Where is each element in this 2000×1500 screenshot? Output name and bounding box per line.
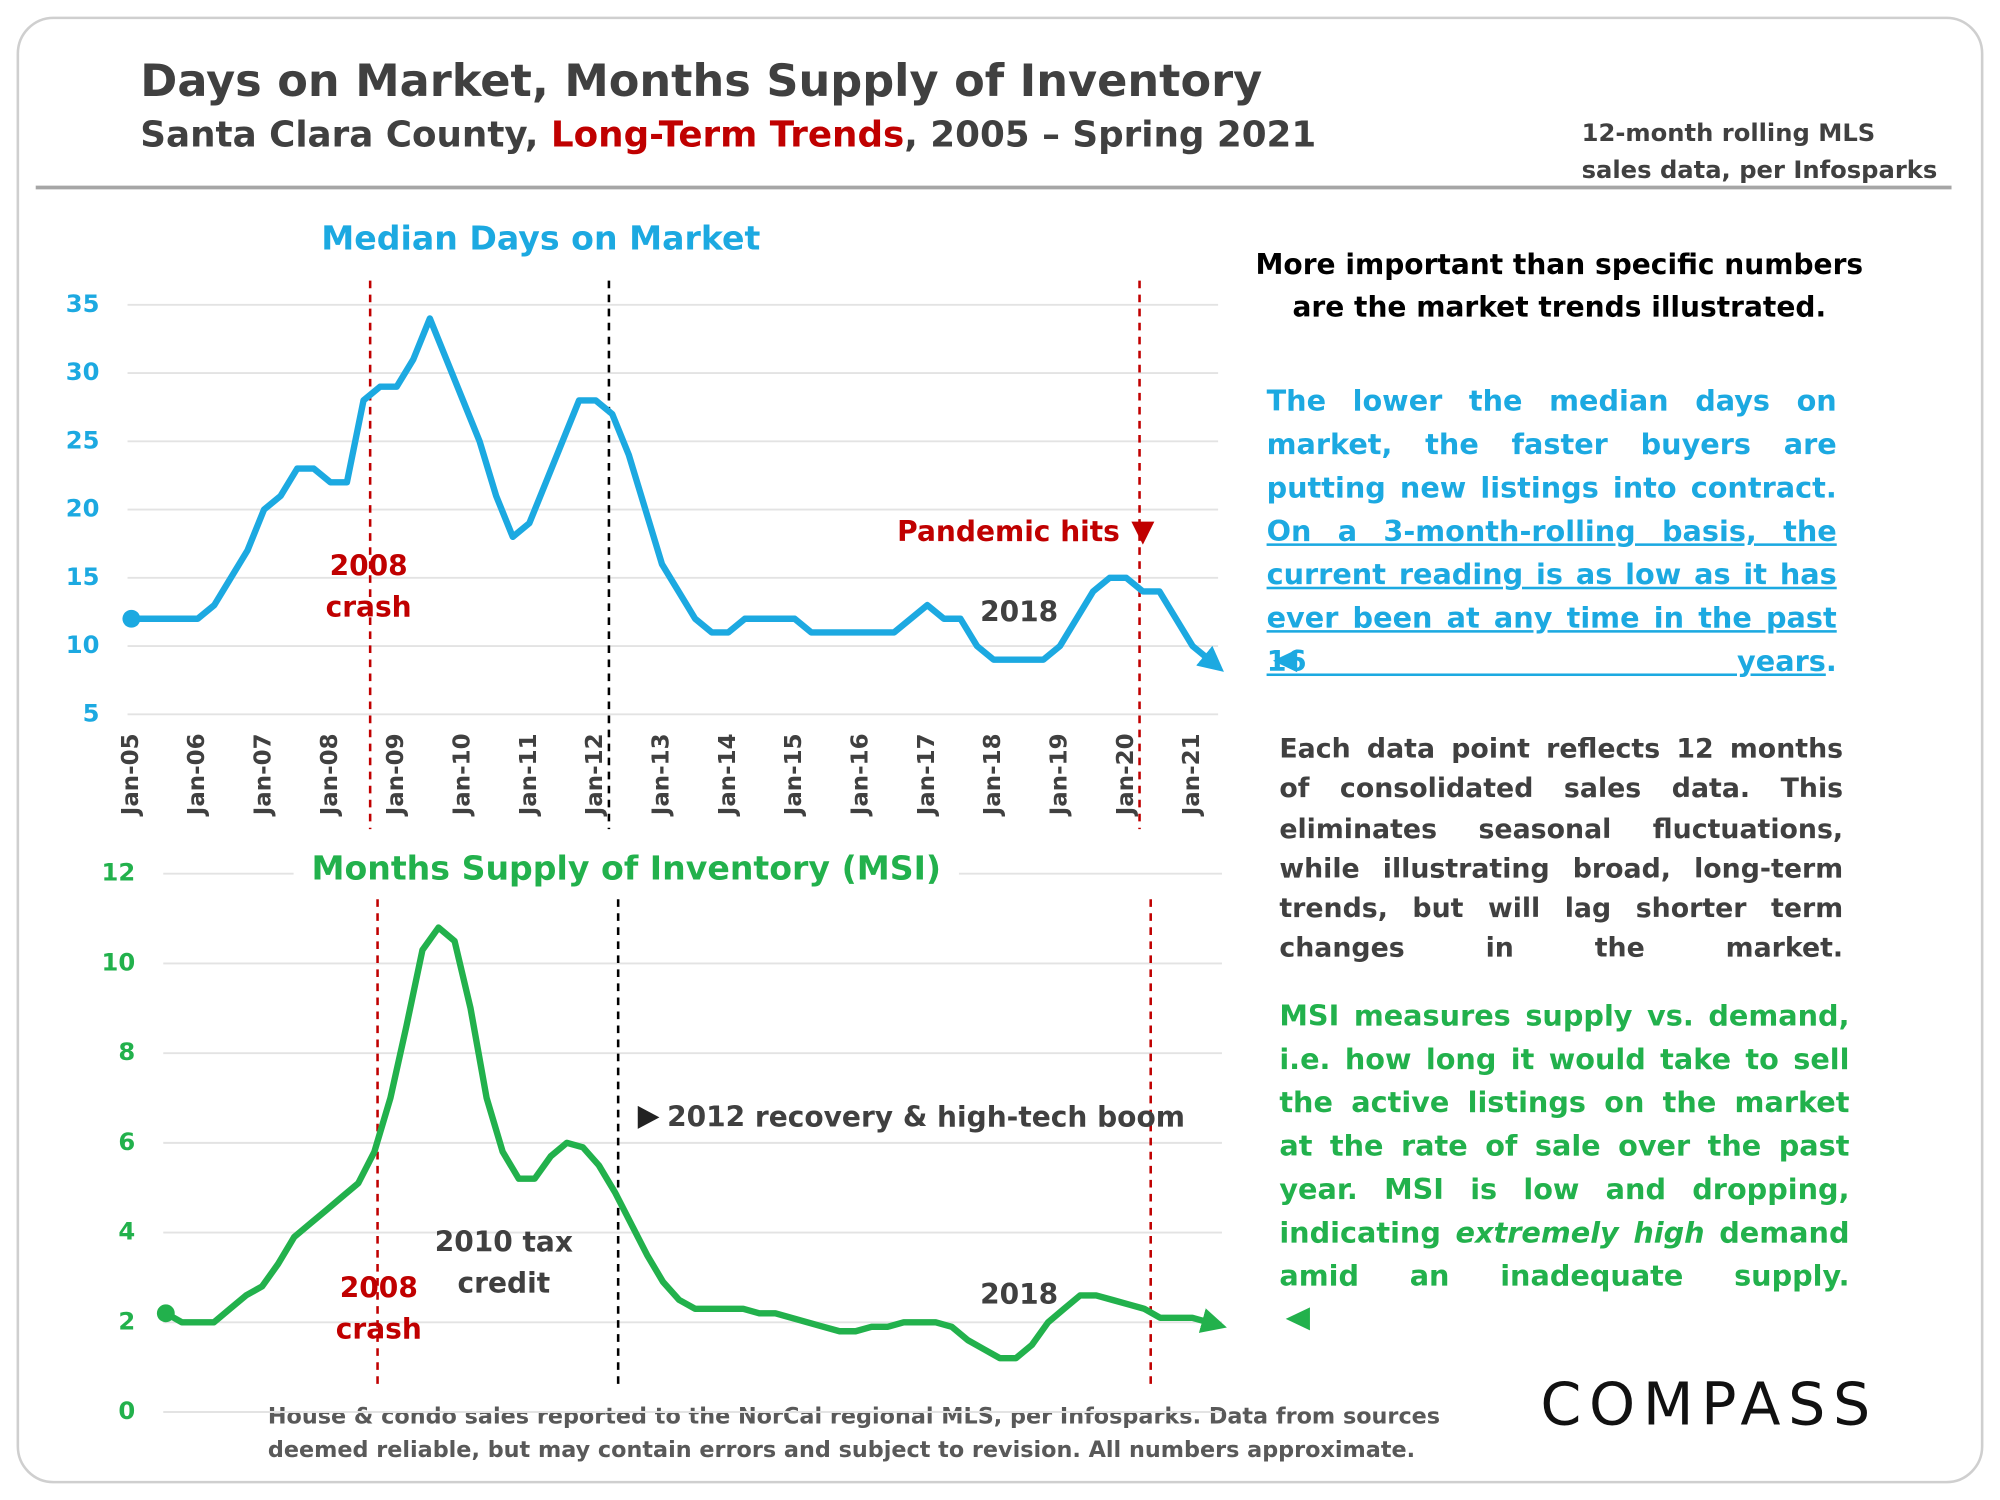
start-dot xyxy=(156,1304,175,1323)
annotation: Pandemic hits xyxy=(897,515,1120,548)
x-tick-label: Jan-08 xyxy=(317,733,343,817)
pointer-arrow xyxy=(1272,649,1298,673)
x-tick-label: Jan-21 xyxy=(1179,733,1205,817)
x-tick-label: Jan-15 xyxy=(781,733,807,817)
title-background xyxy=(303,213,779,263)
msi-paragraph: MSI measures supply vs. demand, i.e. how… xyxy=(1279,995,1849,1299)
y-tick-label: 6 xyxy=(118,1128,135,1156)
y-tick-label: 12 xyxy=(102,859,136,887)
logo: COMPASS xyxy=(1540,1370,1878,1438)
footnote: House & condo sales reported to the NorC… xyxy=(268,1404,1440,1430)
intro: More important than specific numbers are… xyxy=(1250,245,1869,329)
subtitle: Santa Clara County, Long-Term Trends, 20… xyxy=(140,114,1316,155)
title-background xyxy=(293,843,959,893)
y-tick-label: 0 xyxy=(118,1397,135,1425)
subtitle-highlight: Long-Term Trends xyxy=(551,114,904,155)
y-tick-label: 10 xyxy=(66,631,100,659)
recovery-marker xyxy=(637,1105,660,1129)
x-tick-label: Jan-16 xyxy=(847,733,873,817)
x-tick-label: Jan-20 xyxy=(1113,733,1139,817)
y-tick-label: 20 xyxy=(66,495,100,523)
footnote: deemed reliable, but may contain errors … xyxy=(268,1437,1415,1463)
annotation: crash xyxy=(336,1312,422,1345)
highlight: On a 3-month-rolling basis, the current … xyxy=(1266,515,1837,679)
x-tick-label: Jan-06 xyxy=(184,733,210,817)
x-tick-label: Jan-09 xyxy=(383,733,409,817)
x-tick-label: Jan-14 xyxy=(715,733,741,817)
x-tick-label: Jan-11 xyxy=(516,733,542,817)
source-note: 12-month rolling MLS xyxy=(1582,119,1876,147)
chart-title: Median Days on Market xyxy=(321,218,760,257)
start-dot xyxy=(122,609,141,628)
y-tick-label: 30 xyxy=(66,358,100,386)
annotation: 2010 tax xyxy=(435,1226,573,1259)
annotation: 2018 xyxy=(980,1278,1058,1311)
y-tick-label: 2 xyxy=(118,1307,135,1335)
annotation: 2012 recovery & high-tech boom xyxy=(667,1101,1185,1134)
annotation: 2018 xyxy=(980,596,1058,629)
intro-line: are the market trends illustrated. xyxy=(1292,292,1827,324)
data-line xyxy=(164,924,1227,1362)
title: Days on Market, Months Supply of Invento… xyxy=(140,55,1262,107)
x-tick-label: Jan-17 xyxy=(914,733,940,817)
annotation: crash xyxy=(326,590,412,623)
subtitle-part: Santa Clara County, xyxy=(140,114,551,155)
text: demand amid an inadequate supply. xyxy=(1279,1216,1850,1294)
text: MSI measures supply vs. demand, i.e. how… xyxy=(1279,999,1850,1250)
annotation: credit xyxy=(458,1266,551,1299)
y-tick-label: 10 xyxy=(102,948,136,976)
text: The lower the median days on market, the… xyxy=(1266,385,1837,506)
y-tick-label: 25 xyxy=(66,426,100,454)
y-tick-label: 35 xyxy=(66,290,100,318)
chart-title: Months Supply of Inventory (MSI) xyxy=(311,848,941,887)
x-tick-label: Jan-13 xyxy=(648,733,674,817)
annotation: 2008 xyxy=(340,1272,418,1305)
x-tick-label: Jan-18 xyxy=(980,733,1006,817)
emphasis: extremely high xyxy=(1455,1216,1705,1250)
y-tick-label: 5 xyxy=(83,699,100,727)
y-tick-label: 8 xyxy=(118,1038,135,1066)
pandemic-marker xyxy=(1131,521,1155,545)
frame xyxy=(16,16,1984,1484)
text: . xyxy=(1825,645,1837,679)
source-note: sales data, per Infosparks xyxy=(1582,156,1938,184)
x-tick-label: Jan-19 xyxy=(1046,733,1072,817)
y-tick-label: 4 xyxy=(118,1218,135,1246)
subtitle-part: , 2005 – Spring 2021 xyxy=(904,114,1316,155)
x-tick-label: Jan-10 xyxy=(450,733,476,817)
x-tick-label: Jan-12 xyxy=(582,733,608,817)
method-paragraph: Each data point reflects 12 months of co… xyxy=(1279,730,1843,970)
data-line xyxy=(131,315,1224,672)
text: Each data point reflects 12 months of co… xyxy=(1279,733,1844,964)
annotation: 2008 xyxy=(330,550,408,583)
y-tick-label: 15 xyxy=(66,563,100,591)
x-tick-label: Jan-05 xyxy=(118,733,144,817)
x-tick-label: Jan-07 xyxy=(251,733,277,817)
pointer-arrow xyxy=(1285,1307,1310,1331)
intro-line: More important than specific numbers xyxy=(1255,249,1864,282)
dom-paragraph: The lower the median days on market, the… xyxy=(1267,380,1837,684)
